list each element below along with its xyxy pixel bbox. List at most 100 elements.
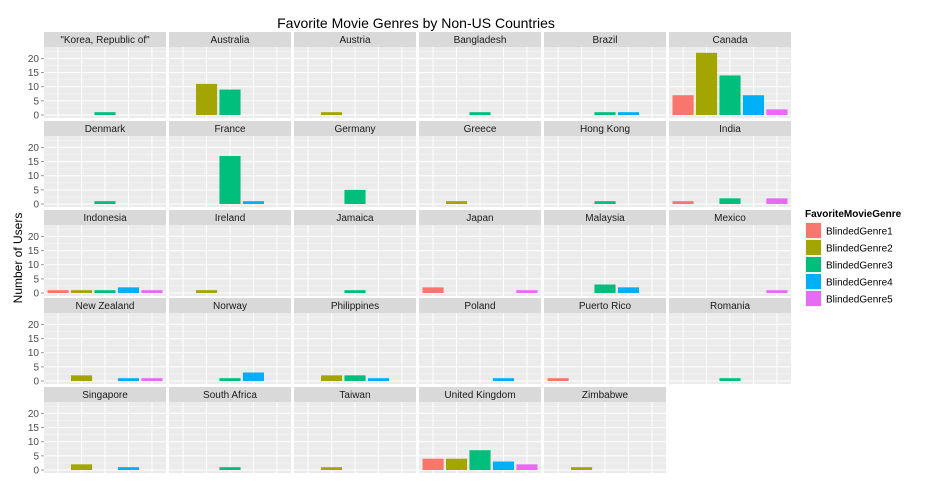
facet-strip-label: Denmark [85, 124, 127, 135]
legend: FavoriteMovieGenre BlindedGenre1 BlindedG… [805, 209, 902, 307]
facet-panel: Norway [169, 298, 291, 384]
facet-panel: Malaysia [544, 210, 666, 296]
bar [766, 109, 788, 115]
facet-strip [44, 121, 166, 136]
facet-panel: Singapore 0 5 10 15 20 [28, 387, 166, 477]
bar [719, 198, 741, 204]
legend-label: BlindedGenre5 [826, 295, 893, 306]
bar [219, 467, 241, 470]
facet-strip-label: Malaysia [585, 213, 625, 224]
bar [141, 378, 163, 381]
bar [94, 201, 116, 204]
facet-strip-label: India [719, 124, 741, 135]
bar [570, 467, 593, 470]
chart-title: Favorite Movie Genres by Non-US Countrie… [277, 15, 555, 31]
facet-strip [669, 32, 791, 47]
facet-strip [44, 298, 166, 313]
facet-panel: South Africa [169, 387, 291, 473]
y-tick-label: 15 [28, 334, 40, 345]
facet-strip-label: Japan [466, 213, 493, 224]
facet-strip-label: Poland [464, 301, 495, 312]
facet-strip [169, 298, 291, 313]
bar [219, 89, 241, 115]
bar [445, 201, 468, 204]
facet-strip-label: Romania [710, 301, 750, 312]
facet-strip [169, 32, 291, 47]
legend-label: BlindedGenre1 [826, 227, 893, 238]
facet-strip-label: Ireland [215, 213, 246, 224]
y-tick-label: 0 [33, 377, 39, 388]
bar [742, 95, 765, 115]
bar [320, 112, 343, 115]
bar [344, 189, 366, 204]
y-tick-label: 10 [28, 82, 40, 93]
facet-panel: Mexico [669, 210, 791, 296]
legend-title: FavoriteMovieGenre [805, 209, 902, 220]
facet-strip-label: Zimbabwe [582, 390, 629, 401]
facet-panel: Romania [669, 298, 791, 384]
legend-key [806, 274, 821, 289]
bar [719, 75, 741, 115]
facet-strip-label: Brazil [592, 35, 617, 46]
facet-panel: Austria [294, 32, 416, 118]
facet-strip [44, 210, 166, 225]
bar [547, 378, 569, 381]
bar [117, 287, 140, 293]
bar [94, 112, 116, 115]
facet-strip-label: Indonesia [83, 213, 127, 224]
bar [766, 198, 788, 204]
facet-panel: Japan [419, 210, 541, 296]
facet-strip [169, 121, 291, 136]
bar [445, 458, 468, 470]
bar [195, 290, 218, 293]
y-tick-label: 10 [28, 348, 40, 359]
bar [117, 378, 140, 381]
facet-panel: Taiwan [294, 387, 416, 473]
facet-strip [419, 387, 541, 402]
bar [367, 378, 390, 381]
facet-panel: India [669, 121, 791, 207]
y-tick-label: 15 [28, 246, 40, 257]
bar [617, 112, 640, 115]
y-axis-label: Number of Users [11, 213, 25, 304]
facet-strip [544, 387, 666, 402]
y-tick-label: 0 [33, 466, 39, 477]
bar [70, 375, 93, 381]
facet-strip-label: Puerto Rico [579, 301, 632, 312]
facet-panel: Ireland [169, 210, 291, 296]
bar [594, 284, 616, 293]
facet-panel: "Korea, Republic of" 0 5 10 15 20 [28, 32, 166, 122]
facet-strip [169, 387, 291, 402]
y-tick-label: 5 [33, 451, 39, 462]
bar [766, 290, 788, 293]
y-tick-label: 20 [28, 232, 40, 243]
bar [242, 201, 265, 204]
facet-strip [669, 210, 791, 225]
facet-panel: United Kingdom [419, 387, 541, 473]
facet-strip [419, 298, 541, 313]
facet-strip-label: Hong Kong [580, 124, 630, 135]
legend-key [806, 223, 821, 238]
bar [70, 290, 93, 293]
facet-strip-label: Singapore [82, 390, 128, 401]
facet-strip-label: Australia [211, 35, 250, 46]
facet-panel: Puerto Rico [544, 298, 666, 384]
facet-strip [669, 298, 791, 313]
bar [141, 290, 163, 293]
facet-strip-label: Canada [712, 35, 747, 46]
bar [695, 52, 718, 115]
facet-strip-label: Mexico [714, 213, 746, 224]
facet-strip [44, 387, 166, 402]
bar [594, 112, 616, 115]
facet-panel: Zimbabwe [544, 387, 666, 473]
bar [594, 201, 616, 204]
y-tick-label: 5 [33, 274, 39, 285]
facet-panel: Indonesia 0 5 10 15 20 [28, 210, 166, 300]
facet-strip [544, 121, 666, 136]
facet-strip [294, 298, 416, 313]
y-tick-label: 20 [28, 409, 40, 420]
facet-strip-label: Greece [464, 124, 497, 135]
bar [617, 287, 640, 293]
facet-strip [669, 121, 791, 136]
